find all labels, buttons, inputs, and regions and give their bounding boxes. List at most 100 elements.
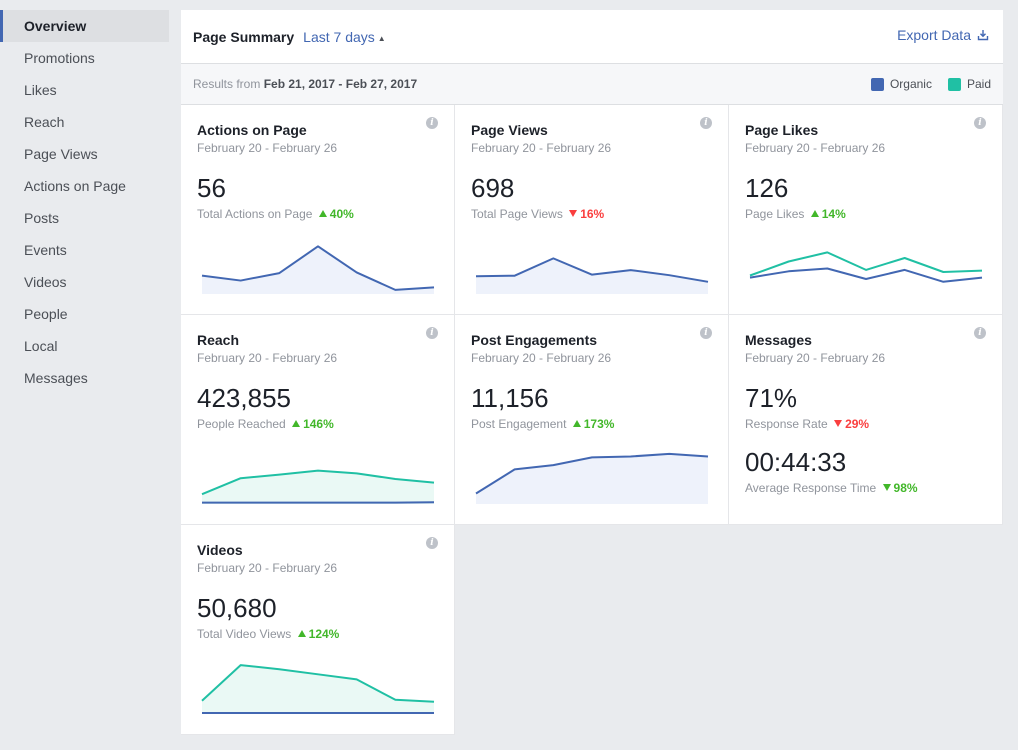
card-post-engagements[interactable]: Post Engagements February 20 - February … (455, 315, 729, 525)
date-range-dropdown[interactable]: Last 7 days ▲︎ (303, 29, 386, 45)
info-icon[interactable]: i (974, 327, 986, 339)
sidebar-item-promotions[interactable]: Promotions (24, 50, 95, 66)
card-messages[interactable]: Messages February 20 - February 26 71% R… (729, 315, 1003, 525)
sidebar-item-people[interactable]: People (24, 306, 68, 322)
download-icon (977, 30, 989, 41)
card-date: February 20 - February 26 (197, 141, 338, 155)
info-icon[interactable]: i (700, 327, 712, 339)
change-value: 29% (845, 417, 870, 431)
sort-caret-icon: ▲︎ (377, 33, 386, 43)
triangle-up-icon (572, 420, 581, 427)
sidebar-item-messages[interactable]: Messages (24, 370, 88, 386)
card-page-likes[interactable]: Page Likes February 20 - February 26 126… (729, 105, 1003, 315)
paid-line (201, 664, 435, 703)
triangle-up-icon (292, 420, 301, 427)
organic-line (749, 267, 983, 283)
card-title: Messages (745, 332, 812, 348)
sparkline-chart (749, 251, 983, 283)
info-icon[interactable]: i (426, 327, 438, 339)
export-data-button[interactable]: Export Data (897, 27, 989, 43)
card-label: People Reached 146% (197, 417, 438, 431)
card-date: February 20 - February 26 (197, 351, 338, 365)
card-videos[interactable]: Videos February 20 - February 26 50,680 … (181, 525, 455, 735)
info-icon[interactable]: i (426, 537, 438, 549)
card-title: Page Likes (745, 122, 819, 138)
card-actions-on-page[interactable]: Actions on Page February 20 - February 2… (181, 105, 455, 315)
sparkline-chart (201, 245, 435, 294)
card-title: Post Engagements (471, 332, 598, 348)
card-label: Total Video Views 124% (197, 627, 438, 641)
page-title: Page Summary (193, 28, 295, 45)
info-icon[interactable]: i (700, 117, 712, 129)
change-value: 14% (821, 207, 846, 221)
sidebar-item-videos[interactable]: Videos (24, 274, 67, 290)
change-indicator: 14% (810, 207, 846, 221)
triangle-up-icon (810, 210, 819, 217)
info-icon[interactable]: i (974, 117, 986, 129)
change-value: 98% (893, 481, 918, 495)
summary-cards-grid: Actions on Page February 20 - February 2… (181, 105, 1003, 735)
paid-area (202, 665, 434, 714)
card-date: February 20 - February 26 (745, 351, 886, 365)
results-bar: Results from Feb 21, 2017 - Feb 27, 2017… (181, 64, 1003, 105)
sparkline-chart (475, 452, 709, 504)
metric-label: Total Video Views (197, 627, 292, 641)
sidebar-item-overview[interactable]: Overview (0, 10, 169, 42)
change-indicator: 29% (834, 417, 869, 431)
sidebar-item-posts[interactable]: Posts (24, 210, 60, 226)
card-label: Post Engagement 173% (471, 417, 712, 431)
card-title: Reach (197, 332, 240, 348)
info-icon[interactable]: i (426, 117, 438, 129)
change-value: 16% (580, 207, 605, 221)
paid-line (201, 469, 435, 496)
sidebar-item-actions-on-page[interactable]: Actions on Page (24, 178, 126, 194)
card-reach[interactable]: Reach February 20 - February 26 423,855 … (181, 315, 455, 525)
change-indicator: 16% (569, 207, 604, 221)
paid-area (202, 470, 434, 504)
card-title: Page Views (471, 122, 548, 138)
card-date: February 20 - February 26 (471, 141, 612, 155)
card-label: Total Actions on Page 40% (197, 207, 438, 221)
sparkline-chart (201, 664, 435, 714)
card-page-views[interactable]: Page Views February 20 - February 26 698… (455, 105, 729, 315)
triangle-down-icon (834, 420, 843, 427)
card-label: Total Page Views 16% (471, 207, 712, 221)
sidebar-item-page-views[interactable]: Page Views (24, 146, 98, 162)
organic-line (475, 257, 709, 283)
legend-organic: Organic (889, 77, 932, 91)
sidebar-item-likes[interactable]: Likes (24, 82, 57, 98)
card-value: 423,855 (197, 383, 291, 413)
triangle-down-icon (882, 484, 891, 491)
card-value: 11,156 (471, 383, 549, 413)
change-value: 146% (303, 417, 334, 431)
metric-label: People Reached (197, 417, 286, 431)
card-label: Response Rate 29% (745, 417, 986, 431)
change-value: 124% (308, 627, 340, 641)
card-second-label: Average Response Time 98% (745, 481, 986, 495)
summary-header: Page Summary Last 7 days ▲︎ Export Data (181, 10, 1003, 64)
change-value: 40% (329, 207, 354, 221)
change-indicator: 173% (572, 417, 614, 431)
results-range: Feb 21, 2017 - Feb 27, 2017 (263, 77, 418, 91)
sidebar-item-reach[interactable]: Reach (24, 114, 65, 130)
legend-paid: Paid (966, 77, 991, 91)
page-summary-panel: Page Summary Last 7 days ▲︎ Export Data R… (181, 10, 1003, 735)
results-prefix: Results from (193, 77, 261, 91)
date-range-label: Last 7 days (303, 28, 375, 45)
sidebar-item-events[interactable]: Events (24, 242, 67, 258)
sidebar-item-local[interactable]: Local (24, 338, 58, 354)
triangle-up-icon (318, 210, 327, 217)
metric-label: Response Rate (745, 417, 828, 431)
metric-label: Page Likes (745, 207, 805, 221)
metric-label: Post Engagement (471, 417, 567, 431)
change-indicator: 146% (292, 417, 334, 431)
card-date: February 20 - February 26 (745, 141, 886, 155)
card-value: 126 (745, 173, 789, 203)
card-date: February 20 - February 26 (471, 351, 612, 365)
card-second-value: 00:44:33 (745, 447, 847, 477)
sidebar-nav: Overview Promotions Likes Reach Page Vie… (0, 10, 170, 394)
paid-line (749, 251, 983, 277)
metric-label: Total Page Views (471, 207, 563, 221)
export-data-label: Export Data (897, 27, 971, 43)
triangle-up-icon (297, 630, 306, 637)
